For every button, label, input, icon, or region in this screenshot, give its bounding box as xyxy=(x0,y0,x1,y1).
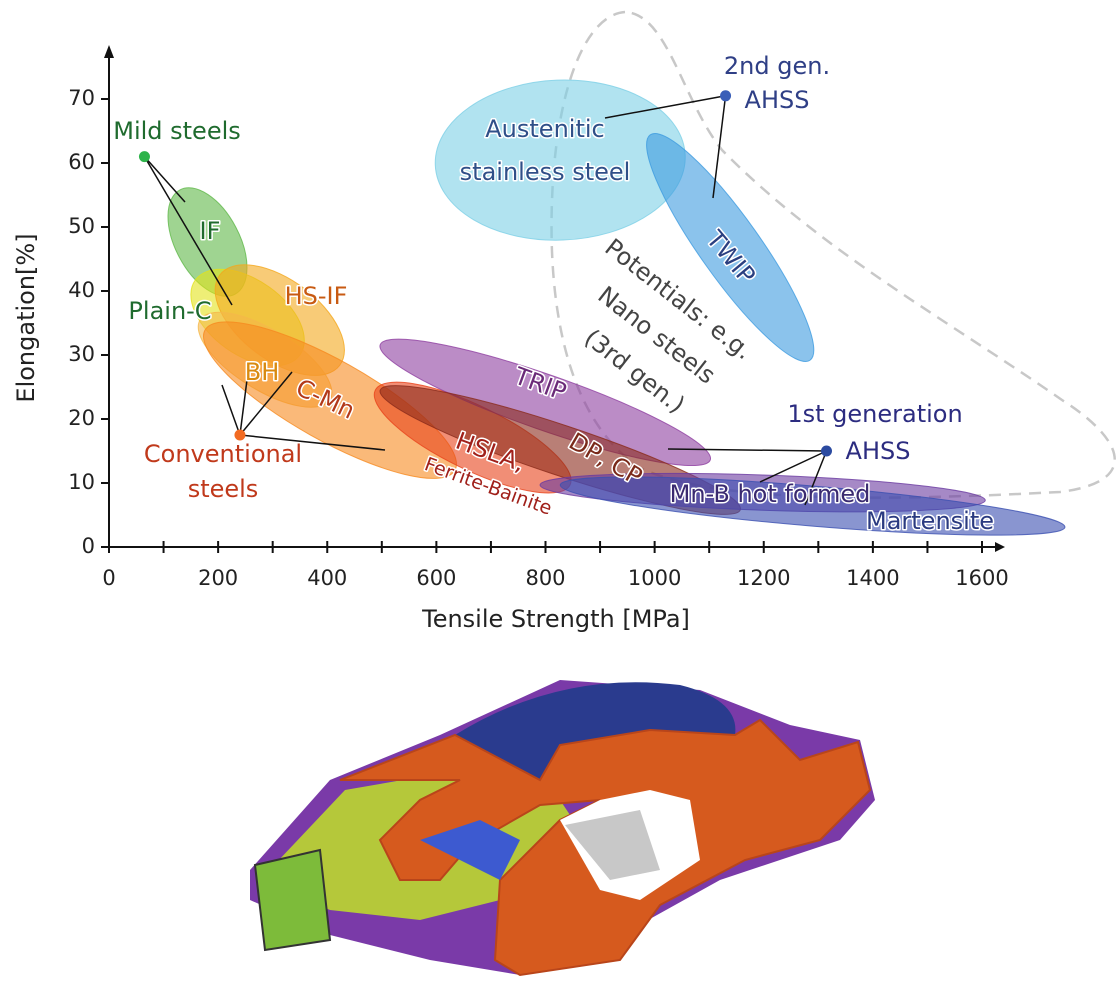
x-tick-label: 200 xyxy=(198,566,238,590)
chart: Potentials: e.g.Nano steels(3rd gen.)020… xyxy=(0,0,1116,990)
x-tick-label: 600 xyxy=(416,566,456,590)
leader-line xyxy=(713,96,726,198)
x-axis-arrow xyxy=(995,542,1005,552)
region-label: stainless steel xyxy=(460,158,631,186)
y-tick-label: 30 xyxy=(68,342,95,366)
point xyxy=(139,151,150,162)
x-axis-title: Tensile Strength [MPa] xyxy=(421,605,690,633)
leader-line xyxy=(144,157,185,202)
region-label: Mn-B hot formed xyxy=(670,480,871,508)
region-label: BH xyxy=(245,358,280,386)
x-tick-label: 1000 xyxy=(628,566,681,590)
region-label: Austenitic xyxy=(485,115,604,143)
point-label: AHSS xyxy=(745,86,810,114)
y-axis-arrow xyxy=(104,45,114,58)
point-label: steels xyxy=(188,475,259,503)
x-tick-label: 400 xyxy=(307,566,347,590)
y-tick-label: 70 xyxy=(68,86,95,110)
y-axis-title: Elongation[%] xyxy=(12,233,40,402)
car-illustration xyxy=(250,680,875,975)
region-label: Plain-C xyxy=(128,297,211,325)
x-tick-label: 800 xyxy=(525,566,565,590)
y-tick-label: 40 xyxy=(68,278,95,302)
point-label: AHSS xyxy=(846,437,911,465)
x-tick-label: 1600 xyxy=(955,566,1008,590)
y-tick-label: 60 xyxy=(68,150,95,174)
point xyxy=(821,446,832,457)
region-label: IF xyxy=(200,217,221,245)
x-tick-label: 1400 xyxy=(846,566,899,590)
point xyxy=(234,430,245,441)
x-tick-label: 1200 xyxy=(737,566,790,590)
point-label: 2nd gen. xyxy=(724,52,830,80)
y-tick-label: 20 xyxy=(68,406,95,430)
region-label: Martensite xyxy=(866,507,994,535)
point-label: Mild steels xyxy=(113,117,241,145)
y-tick-label: 50 xyxy=(68,214,95,238)
region-label: HS-IF xyxy=(285,282,348,310)
point-label: Conventional xyxy=(144,440,302,468)
leader-line xyxy=(222,385,240,435)
point-label: 1st generation xyxy=(787,400,962,428)
point xyxy=(720,90,731,101)
y-tick-label: 0 xyxy=(82,534,95,558)
y-tick-label: 10 xyxy=(68,470,95,494)
x-tick-label: 0 xyxy=(102,566,115,590)
